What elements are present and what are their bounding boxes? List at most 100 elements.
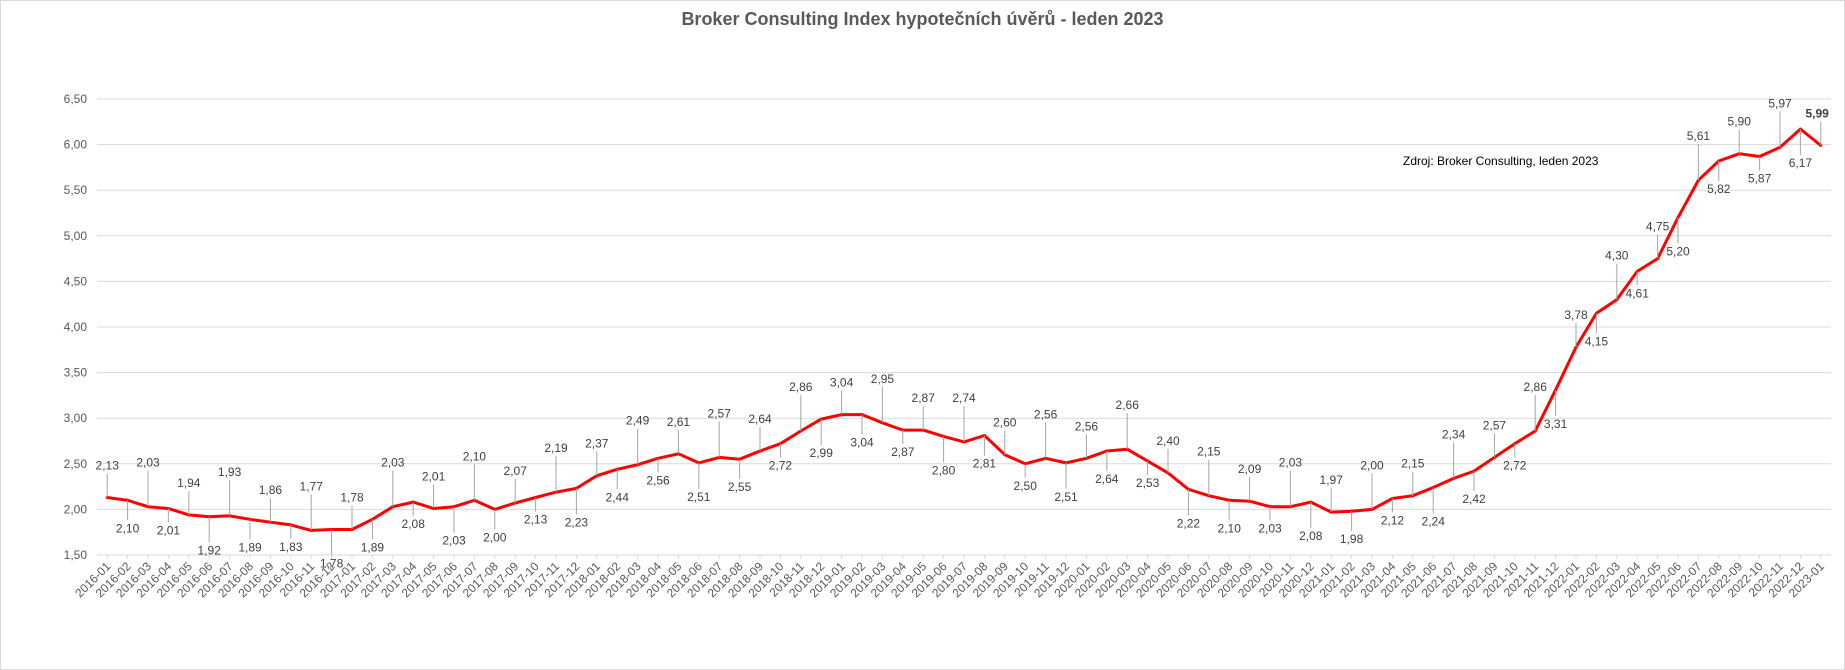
data-label: 2,44 <box>606 490 630 504</box>
y-tick-label: 4,00 <box>64 320 88 334</box>
data-label: 3,04 <box>830 376 854 390</box>
data-label: 2,42 <box>1462 492 1486 506</box>
data-label: 2,66 <box>1116 398 1140 412</box>
data-label: 2,03 <box>442 534 466 548</box>
data-label: 2,40 <box>1156 434 1180 448</box>
y-tick-label: 5,00 <box>64 229 88 243</box>
data-label: 1,98 <box>1340 532 1364 546</box>
y-tick-label: 6,50 <box>64 92 88 106</box>
data-label: 1,77 <box>300 479 324 493</box>
data-label: 4,30 <box>1605 249 1629 263</box>
data-label: 2,86 <box>1524 380 1548 394</box>
data-label: 2,49 <box>626 414 650 428</box>
data-label: 2,15 <box>1197 445 1221 459</box>
data-label: 2,09 <box>1238 462 1262 476</box>
data-label: 2,64 <box>1095 472 1119 486</box>
chart-title: Broker Consulting Index hypotečních úvěr… <box>681 9 1164 29</box>
data-label: 2,50 <box>1014 479 1038 493</box>
data-label: 2,15 <box>1401 457 1425 471</box>
data-label: 2,13 <box>524 513 548 527</box>
data-label: 2,81 <box>973 457 997 471</box>
data-label: 2,57 <box>708 406 732 420</box>
y-tick-label: 2,50 <box>64 457 88 471</box>
data-label: 1,78 <box>340 490 364 504</box>
data-label: 2,19 <box>544 441 568 455</box>
series-line <box>106 127 1822 532</box>
data-label: 1,83 <box>279 540 303 554</box>
data-label: 2,22 <box>1177 516 1201 530</box>
data-label: 2,87 <box>891 445 915 459</box>
data-label: 2,08 <box>402 517 426 531</box>
data-label: 2,10 <box>1218 521 1242 535</box>
data-label: 2,72 <box>769 459 793 473</box>
data-label: 3,78 <box>1564 308 1588 322</box>
data-label: 3,04 <box>850 436 874 450</box>
y-tick-label: 3,00 <box>64 411 88 425</box>
data-label: 5,99 <box>1805 107 1829 121</box>
data-label: 2,00 <box>483 530 507 544</box>
data-label: 2,24 <box>1422 515 1446 529</box>
data-label: 1,92 <box>198 544 222 558</box>
source-annotation: Zdroj: Broker Consulting, leden 2023 <box>1403 154 1599 168</box>
data-label: 5,20 <box>1666 245 1690 259</box>
data-label: 1,89 <box>238 540 262 554</box>
data-label: 2,23 <box>565 515 589 529</box>
data-label: 2,34 <box>1442 427 1466 441</box>
data-label: 2,01 <box>157 523 181 537</box>
data-label: 1,89 <box>361 540 385 554</box>
data-label: 2,64 <box>748 412 772 426</box>
data-label: 2,61 <box>667 415 691 429</box>
data-label: 4,75 <box>1646 220 1670 234</box>
data-label: 6,17 <box>1789 156 1813 170</box>
data-label: 2,07 <box>504 464 528 478</box>
data-label: 2,55 <box>728 480 752 494</box>
data-label: 4,15 <box>1585 334 1609 348</box>
data-label: 2,56 <box>1034 407 1058 421</box>
data-label: 2,56 <box>646 473 670 487</box>
data-label: 1,97 <box>1320 473 1344 487</box>
y-tick-label: 3,50 <box>64 366 88 380</box>
data-label: 5,87 <box>1748 171 1772 185</box>
data-label: 2,56 <box>1075 419 1099 433</box>
data-label: 5,90 <box>1728 115 1752 129</box>
y-tick-label: 6,00 <box>64 138 88 152</box>
y-tick-label: 4,50 <box>64 274 88 288</box>
data-label: 1,78 <box>320 556 344 570</box>
data-label: 2,51 <box>1054 490 1078 504</box>
data-label: 2,00 <box>1360 458 1384 472</box>
data-label: 2,03 <box>1279 456 1303 470</box>
data-label: 2,03 <box>381 456 405 470</box>
data-label: 2,99 <box>810 446 834 460</box>
data-label: 2,13 <box>96 459 120 473</box>
data-label: 4,61 <box>1626 286 1650 300</box>
data-label: 2,72 <box>1503 459 1527 473</box>
data-label: 5,97 <box>1768 96 1792 110</box>
data-label: 3,31 <box>1544 417 1568 431</box>
data-label: 5,61 <box>1687 129 1711 143</box>
data-label: 2,95 <box>871 372 895 386</box>
y-tick-label: 5,50 <box>64 183 88 197</box>
data-label: 2,12 <box>1381 513 1405 527</box>
data-label: 2,01 <box>422 469 446 483</box>
data-label: 2,08 <box>1299 529 1323 543</box>
data-label: 2,57 <box>1483 418 1507 432</box>
data-label: 1,86 <box>259 483 283 497</box>
data-label: 1,94 <box>177 476 201 490</box>
data-label: 5,82 <box>1707 182 1731 196</box>
y-tick-label: 2,00 <box>64 502 88 516</box>
data-label: 2,37 <box>585 437 609 451</box>
data-label: 2,03 <box>136 456 160 470</box>
data-label: 2,80 <box>932 463 956 477</box>
data-label: 2,53 <box>1136 476 1160 490</box>
data-label: 2,10 <box>463 449 487 463</box>
data-label: 2,03 <box>1258 522 1282 536</box>
data-label: 1,93 <box>218 465 242 479</box>
data-label: 2,86 <box>789 380 813 394</box>
data-label: 2,87 <box>912 391 936 405</box>
data-label: 2,10 <box>116 521 140 535</box>
data-label: 2,74 <box>952 391 976 405</box>
y-tick-label: 1,50 <box>64 548 88 562</box>
data-label: 2,51 <box>687 490 711 504</box>
